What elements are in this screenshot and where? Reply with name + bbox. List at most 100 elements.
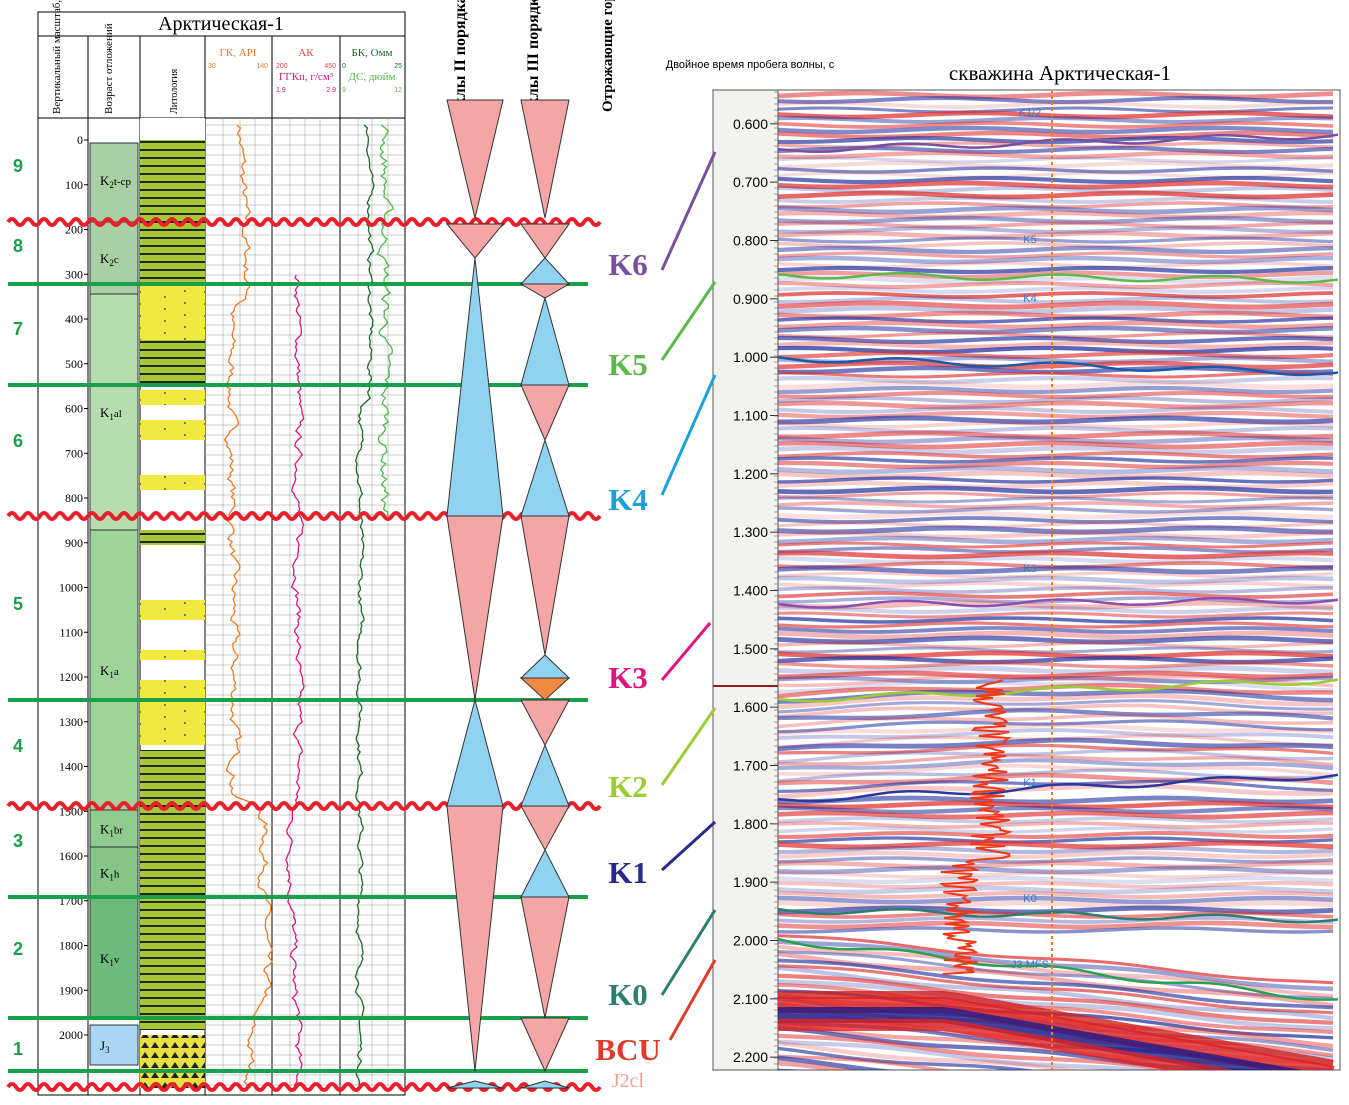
log-name: ДС, дюйм <box>348 71 395 83</box>
time-tick-label: 2.000 <box>733 933 768 949</box>
seismic-reflection <box>778 156 1334 164</box>
lithology-layer <box>140 530 205 545</box>
seismic-reflection <box>778 850 1334 860</box>
seismic-reflection <box>778 491 1334 499</box>
seismic-reflection <box>778 591 1334 599</box>
horizon-connector <box>660 909 717 996</box>
seismic-reflection <box>778 722 1334 736</box>
seismic-horizon <box>778 678 1339 703</box>
seismic-reflection <box>778 826 1334 834</box>
depth-tick-label: 100 <box>65 178 83 192</box>
age-index: 1 <box>109 958 114 968</box>
strong-reflection <box>778 1019 1234 1070</box>
seismic-reflection <box>778 121 1334 129</box>
depth-tick-label: 1900 <box>59 983 83 997</box>
seismic-reflection <box>778 831 1334 839</box>
cycle-triangle <box>520 848 570 898</box>
cycle-triangle <box>446 698 504 807</box>
seismic-reflection <box>778 125 1334 135</box>
seismic-reflection <box>778 221 1333 229</box>
seismic-reflection <box>778 1033 1189 1070</box>
seismic-reflection <box>778 641 1334 649</box>
depth-tick-label: 900 <box>65 536 83 550</box>
seismic-reflection <box>778 340 1334 350</box>
seismic-reflection <box>778 230 1334 240</box>
lithology-layer <box>140 285 205 340</box>
time-tick-label: 0.600 <box>733 116 768 132</box>
depth-tick-label: 700 <box>65 446 83 460</box>
seismic-horizon <box>778 271 1339 284</box>
seismic-reflection <box>778 465 1334 475</box>
seismic-reflection <box>778 630 1334 640</box>
age-label: K1a <box>100 663 119 680</box>
seismic-reflection <box>778 251 1334 259</box>
seismic-reflection <box>778 934 1334 985</box>
seismic-reflection <box>778 737 1334 752</box>
log-max: 2.9 <box>326 87 336 94</box>
age-block <box>89 293 139 531</box>
horizon-connector <box>660 151 717 271</box>
seismic-reflection <box>778 881 1334 889</box>
seismic-reflection <box>778 840 1334 850</box>
seismic-reflection <box>778 748 1334 764</box>
seismic-reflection <box>778 335 1334 345</box>
cycle-triangle <box>520 896 570 1019</box>
seismic-reflection <box>778 375 1334 385</box>
seismic-horizon <box>778 596 1339 609</box>
age-label: K2t-cp <box>100 173 131 190</box>
seismic-reflection <box>778 215 1334 225</box>
cycle-triangle <box>520 1017 570 1073</box>
unconformity <box>6 1082 602 1092</box>
seismic-reflection <box>778 758 1334 771</box>
cycle-triangle <box>520 699 570 747</box>
seismic-reflection <box>778 275 1334 285</box>
seismic-reflection <box>778 596 1334 604</box>
age-stage: a <box>114 666 119 678</box>
horizon-connector <box>660 622 712 681</box>
seismic-reflection <box>778 600 1334 610</box>
cycle-triangle <box>520 805 570 852</box>
age-block <box>89 1024 139 1066</box>
seismic-marker: K3 <box>1023 563 1036 575</box>
seismic-reflection <box>778 516 1334 524</box>
seismic-reflection <box>778 763 1334 777</box>
horizon-label: K1 <box>608 855 648 890</box>
age-header: Возраст отложений <box>103 23 115 114</box>
seismic-reflection <box>778 286 1334 294</box>
seismic-marker: K0 <box>1023 893 1036 905</box>
seismic-reflection <box>778 510 1334 520</box>
age-symbol: K <box>100 663 110 678</box>
age-label: K1br <box>100 822 123 839</box>
time-tick-label: 1.700 <box>733 758 768 774</box>
cycle-triangle <box>520 99 570 219</box>
seismic-reflection <box>778 525 1334 535</box>
age-index: 2 <box>109 258 114 268</box>
time-axis-label: Двойное время пробега волны, с <box>666 59 835 71</box>
seismic-reflection <box>778 805 1334 815</box>
age-symbol: K <box>100 251 110 266</box>
depth-tick-label: 1400 <box>59 760 83 774</box>
horizon-label: K2 <box>608 769 648 804</box>
seismic-reflection <box>778 226 1334 234</box>
seismic-reflection <box>778 460 1334 470</box>
horizons-header: Отражающие горизонты <box>600 0 616 112</box>
seismic-reflection <box>778 245 1334 255</box>
age-symbol: K <box>100 822 110 837</box>
seismic-reflection <box>778 895 1334 905</box>
seismic-reflection <box>778 555 1334 565</box>
lithology-layer <box>140 420 205 440</box>
age-symbol: K <box>100 866 110 881</box>
cycle-triangle <box>520 384 570 442</box>
time-tick-label: 1.800 <box>733 816 768 832</box>
sequence-number: 3 <box>13 831 23 851</box>
seismic-reflection <box>778 400 1334 410</box>
cycle-triangle <box>519 257 571 285</box>
horizon-label: K0 <box>608 977 648 1012</box>
cycle-triangle <box>520 438 570 517</box>
horizon-label: BCU <box>595 1032 660 1067</box>
unconformity <box>6 801 602 811</box>
seismic-reflection <box>778 430 1334 440</box>
cycle-triangle <box>445 223 505 259</box>
seismic-reflection <box>778 871 1334 879</box>
